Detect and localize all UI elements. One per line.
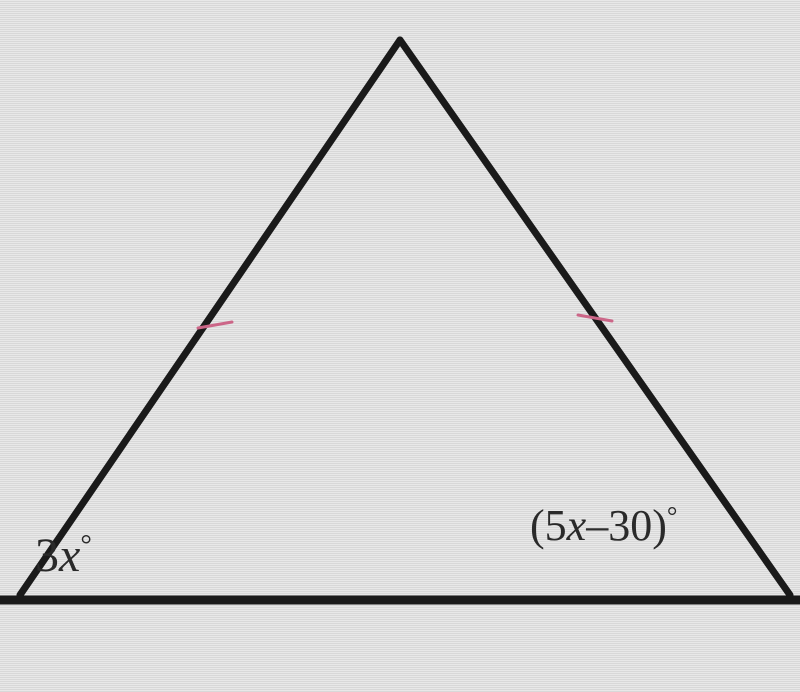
left-degree: °: [80, 529, 92, 561]
triangle-svg: [0, 0, 800, 692]
right-const: 30: [608, 501, 652, 550]
geometry-diagram: 3x° (5x–30)°: [0, 0, 800, 692]
left-coef: 3: [35, 529, 59, 582]
right-coef: 5: [545, 501, 567, 550]
right-var: x: [567, 501, 587, 550]
right-close: ): [652, 501, 667, 550]
right-op: –: [586, 501, 608, 550]
left-angle-label: 3x°: [35, 528, 92, 583]
right-degree: °: [667, 500, 678, 530]
right-angle-label: (5x–30)°: [530, 500, 677, 551]
triangle-left-side: [20, 40, 400, 595]
left-var: x: [59, 529, 80, 582]
right-open: (: [530, 501, 545, 550]
